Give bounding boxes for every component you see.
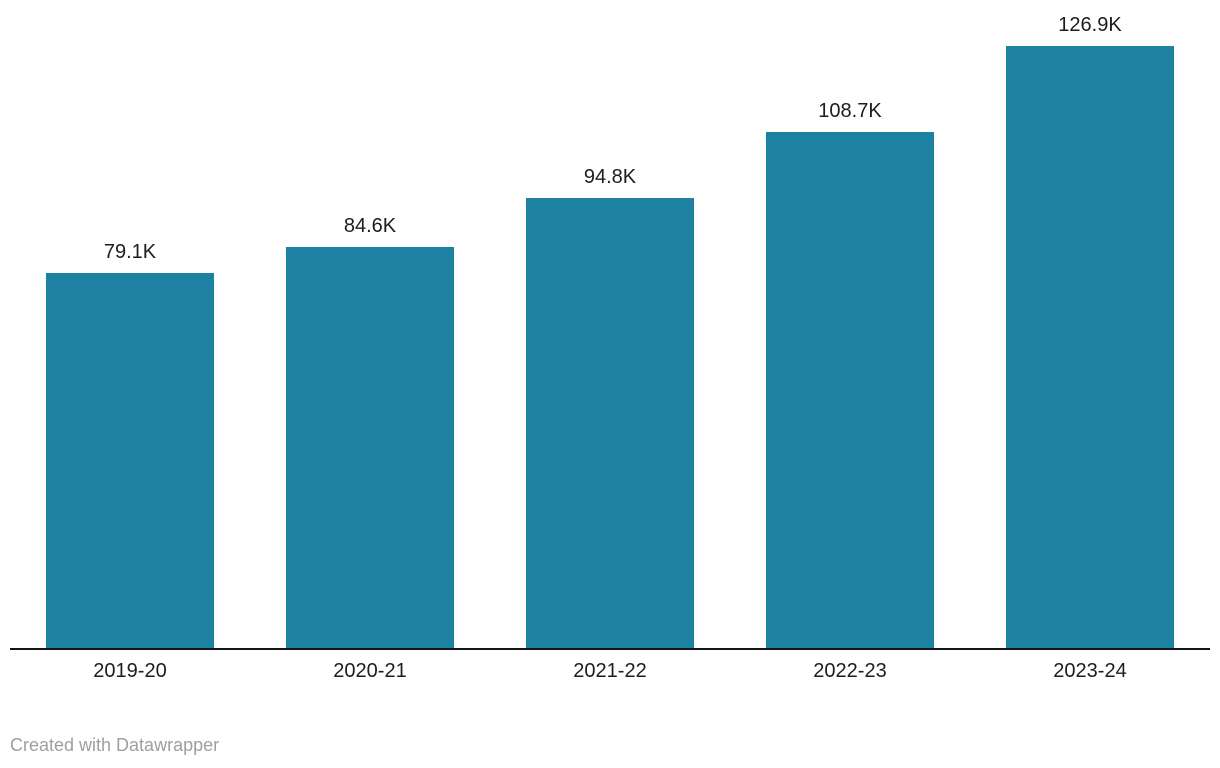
bar[interactable]	[286, 247, 454, 648]
x-tick-label: 2020-21	[333, 660, 407, 682]
x-tick-label: 2021-22	[573, 660, 647, 682]
bar[interactable]	[526, 198, 694, 648]
bars-container: 79.1K 84.6K 94.8K 108.7K 126.9K	[10, 0, 1210, 648]
bar-value-label: 79.1K	[103, 241, 157, 263]
bar-value-label: 84.6K	[343, 215, 397, 237]
bar[interactable]	[46, 273, 214, 648]
x-axis-tick-labels: 2019-20 2020-21 2021-22 2022-23 2023-24	[10, 650, 1210, 683]
bar-value-label: 108.7K	[818, 100, 882, 122]
x-axis-baseline	[10, 648, 1210, 650]
bar-value-label: 126.9K	[1058, 14, 1122, 36]
x-tick-label: 2023-24	[1053, 660, 1127, 682]
bar-column: 108.7K	[730, 99, 970, 648]
bar-column: 94.8K	[490, 165, 730, 648]
datawrapper-attribution-link[interactable]: Created with Datawrapper	[10, 735, 220, 755]
bar-column: 79.1K	[10, 240, 250, 648]
bar-column: 126.9K	[970, 13, 1210, 648]
bar-value-label: 94.8K	[583, 166, 637, 188]
bar[interactable]	[1006, 46, 1174, 648]
x-tick-label: 2022-23	[813, 660, 887, 682]
bar-column: 84.6K	[250, 214, 490, 648]
bar[interactable]	[766, 132, 934, 648]
x-tick-label: 2019-20	[93, 660, 167, 682]
plot-area: 79.1K 84.6K 94.8K 108.7K 126.9K 2019-20 2020-…	[10, 0, 1210, 683]
